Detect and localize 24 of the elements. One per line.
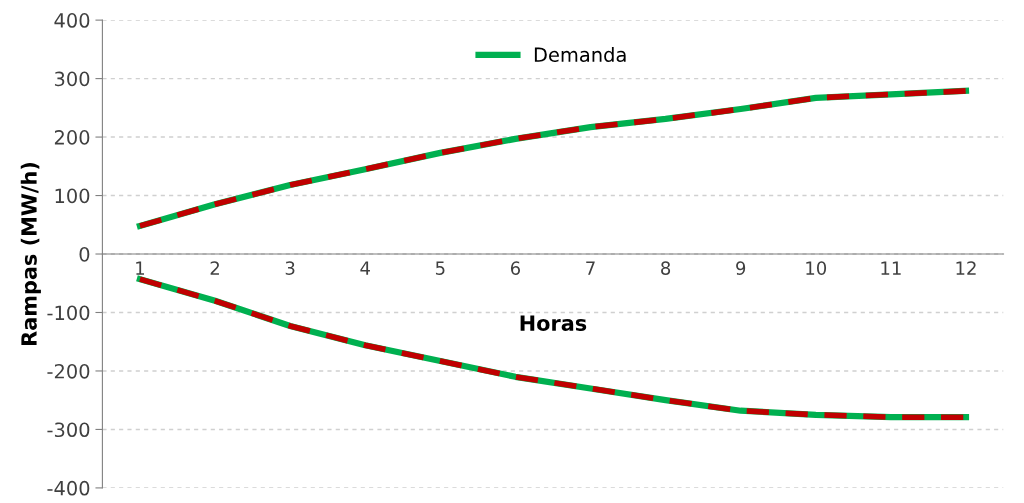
y-axis-title: Rampas (MW/h) (20, 162, 41, 345)
y-tick-label: -100 (47, 305, 90, 321)
x-tick-label: 8 (661, 261, 671, 275)
x-tick-label: 1 (136, 261, 145, 275)
legend-label: Demanda (534, 46, 626, 63)
x-tick-label: 10 (806, 261, 827, 275)
x-tick-label: 3 (285, 261, 295, 275)
x-tick-label: 5 (435, 261, 445, 275)
x-tick-label: 6 (510, 261, 521, 275)
x-tick-label: 2 (210, 261, 219, 275)
x-axis-title: Horas (520, 315, 587, 331)
x-tick-label: 12 (956, 261, 976, 275)
y-tick-label: 100 (55, 188, 90, 204)
y-tick-label: -300 (47, 422, 90, 438)
y-tick-label: -400 (47, 480, 90, 496)
y-tick-label: 400 (54, 13, 90, 28)
y-tick-label: 200 (54, 130, 90, 145)
x-tick-label: 11 (881, 261, 901, 275)
x-tick-label: 7 (586, 261, 595, 275)
x-tick-label: 9 (736, 261, 746, 275)
y-tick-label: 300 (54, 71, 90, 87)
y-tick-label: -200 (47, 363, 90, 379)
x-tick-label: 4 (360, 261, 370, 275)
y-tick-label: 0 (79, 246, 90, 262)
